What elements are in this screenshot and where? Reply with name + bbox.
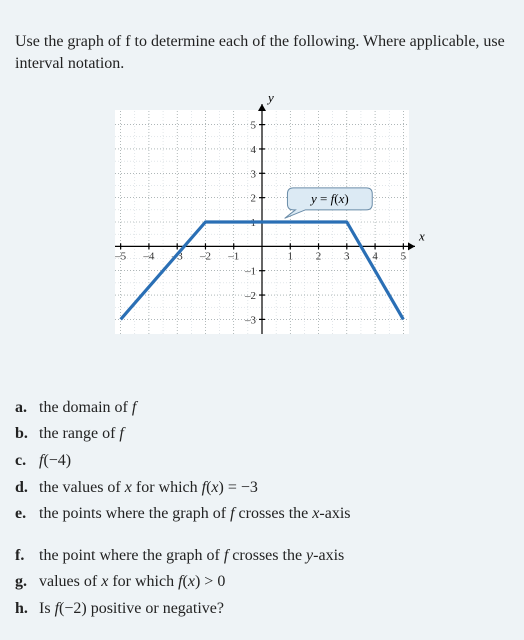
question-h: h.Is f(−2) positive or negative?	[15, 598, 509, 620]
svg-text:–3: –3	[244, 315, 257, 327]
svg-text:2: 2	[251, 193, 257, 205]
svg-text:5: 5	[401, 251, 407, 263]
svg-text:4: 4	[372, 251, 378, 263]
intro-text: Use the graph of f to determine each of …	[15, 31, 509, 74]
svg-text:–2: –2	[199, 251, 211, 263]
svg-text:3: 3	[344, 251, 350, 263]
question-b: b.the range of f	[15, 423, 509, 445]
svg-text:y = f(x): y = f(x)	[309, 191, 349, 206]
svg-text:5: 5	[251, 120, 257, 132]
svg-text:y: y	[266, 92, 274, 105]
svg-text:–2: –2	[244, 290, 256, 302]
svg-text:–1: –1	[244, 266, 256, 278]
svg-text:2: 2	[316, 251, 322, 263]
svg-text:–5: –5	[114, 251, 127, 263]
question-c: c.f(−4)	[15, 450, 509, 472]
question-f: f.the point where the graph of f crosses…	[15, 545, 509, 567]
svg-text:3: 3	[251, 168, 257, 180]
question-a: a.the domain of f	[15, 397, 509, 419]
svg-text:–1: –1	[227, 251, 239, 263]
svg-text:1: 1	[288, 251, 294, 263]
question-e: e.the points where the graph of f crosse…	[15, 503, 509, 525]
svg-text:x: x	[418, 229, 425, 244]
question-d: d.the values of x for which f(x) = −3	[15, 477, 509, 499]
svg-text:–4: –4	[142, 251, 155, 263]
question-g: g.values of x for which f(x) > 0	[15, 571, 509, 593]
chart-container: –5–4–3–2–112345–3–2–112345yxy = f(x)	[15, 92, 509, 359]
function-graph: –5–4–3–2–112345–3–2–112345yxy = f(x)	[97, 92, 427, 352]
question-list: a.the domain of f b.the range of f c.f(−…	[15, 397, 509, 620]
svg-text:4: 4	[251, 144, 257, 156]
